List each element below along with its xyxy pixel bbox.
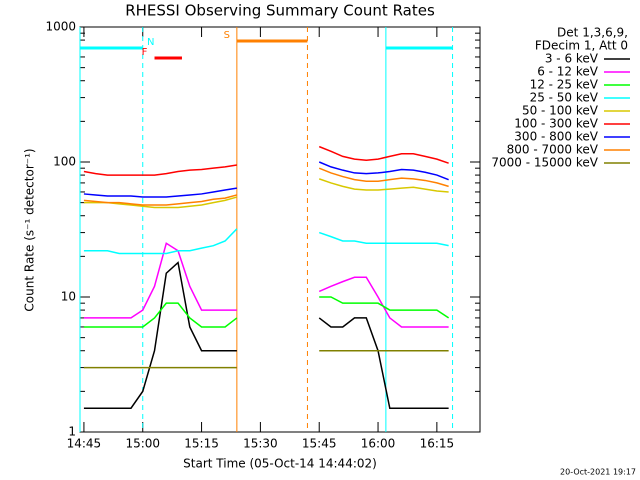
y-tick-label: 1 [68, 425, 76, 439]
legend-label: 100 - 300 keV [514, 117, 598, 131]
legend-header: Det 1,3,6,9, [557, 26, 628, 40]
series-line [318, 231, 449, 247]
plot-frame [79, 26, 481, 433]
footer: 20-Oct-2021 19:17 [560, 468, 636, 477]
y-tick-label: 100 [53, 155, 76, 169]
x-axis-label: Start Time (05-Oct-14 14:44:02) [183, 457, 377, 471]
chart-title: RHESSI Observing Summary Count Rates [125, 2, 435, 20]
y-tick-label: 1000 [45, 20, 76, 34]
series-line [83, 164, 237, 176]
y-tick-label: 10 [61, 290, 76, 304]
legend-label: 300 - 800 keV [514, 130, 598, 144]
series-line [318, 167, 449, 188]
legend-label: 50 - 100 keV [522, 104, 599, 118]
legend-header: FDecim 1, Att 0 [535, 39, 628, 53]
interval-label: N [147, 37, 154, 48]
series-line [319, 296, 450, 319]
legend-label: 6 - 12 keV [537, 65, 599, 79]
series-line [318, 317, 449, 409]
series-line [83, 187, 237, 198]
series-line [318, 276, 449, 328]
series-line [83, 194, 238, 206]
legend-label: 7000 - 15000 keV [491, 156, 598, 170]
x-tick-label: 16:15 [420, 437, 455, 451]
series-line [318, 161, 449, 181]
series-line [83, 228, 238, 255]
x-tick-label: 15:45 [302, 437, 337, 451]
x-tick-label: 15:00 [125, 437, 160, 451]
legend-label: 12 - 25 keV [530, 78, 599, 92]
series-line [83, 242, 237, 319]
series-line [83, 261, 237, 409]
series-line [318, 178, 449, 193]
interval-label: F [142, 47, 148, 58]
series-line [318, 145, 449, 164]
legend-label: 25 - 50 keV [530, 91, 599, 105]
x-tick-label: 15:30 [243, 437, 278, 451]
x-tick-label: 14:45 [67, 437, 102, 451]
y-axis-label: Count Rate (s⁻¹ detector⁻¹) [23, 148, 37, 311]
x-tick-label: 16:00 [361, 437, 396, 451]
legend-label: 800 - 7000 keV [507, 143, 599, 157]
series-line [83, 302, 238, 328]
interval-label: S [224, 30, 230, 41]
x-tick-label: 15:15 [184, 437, 219, 451]
legend-label: 3 - 6 keV [545, 52, 599, 66]
